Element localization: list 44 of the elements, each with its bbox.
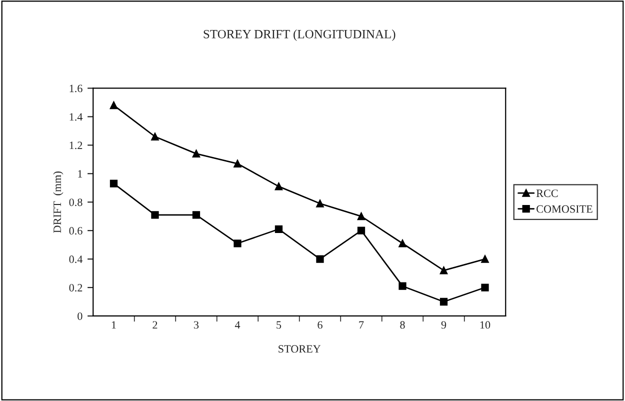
point: [481, 284, 489, 292]
x-tick-label: 2: [152, 321, 158, 329]
x-tick-label: 10: [480, 321, 490, 329]
point: [440, 266, 448, 274]
chart-title: STOREY DRIFT (LONGITUDINAL): [204, 30, 396, 41]
y-tick-label: 1: [78, 170, 82, 178]
point: [316, 255, 324, 263]
y-axis-title: DRIFT (mm): [53, 172, 64, 233]
point: [398, 240, 406, 248]
point: [398, 282, 406, 290]
point: [110, 101, 118, 110]
point: [151, 132, 159, 140]
x-tick-label: 4: [234, 321, 240, 329]
x-tick-label: 6: [318, 321, 322, 329]
point: [192, 150, 200, 158]
legend-label: COMOSITE: [536, 205, 592, 213]
y-tick-label: 0.6: [69, 227, 82, 235]
y-tick-label: 0.8: [69, 198, 82, 206]
x-tick-label: 7: [359, 321, 364, 329]
point: [192, 211, 200, 219]
y-tick-label: 0: [78, 312, 82, 320]
point: [357, 212, 366, 220]
x-axis-title: STOREY: [278, 345, 321, 353]
point: [316, 200, 324, 208]
point: [234, 240, 242, 248]
point: [234, 160, 242, 168]
point: [151, 211, 159, 219]
y-tick-label: 1.4: [70, 113, 83, 121]
y-tick-label: 1.2: [70, 142, 82, 150]
x-tick-label: 1: [112, 321, 116, 329]
y-tick-label: 0.2: [69, 284, 82, 292]
y-tick-label: 1.6: [70, 84, 82, 92]
point: [440, 298, 448, 306]
point: [481, 255, 489, 263]
point: [274, 225, 283, 233]
legend-label: RCC: [536, 190, 558, 198]
y-tick-label: 0.4: [69, 256, 83, 264]
x-tick-label: 8: [400, 321, 405, 329]
x-tick-label: 3: [194, 321, 199, 329]
x-tick-label: 9: [441, 321, 446, 329]
point: [274, 182, 283, 190]
point: [357, 226, 366, 234]
point: [110, 180, 118, 188]
x-tick-label: 5: [276, 321, 282, 329]
